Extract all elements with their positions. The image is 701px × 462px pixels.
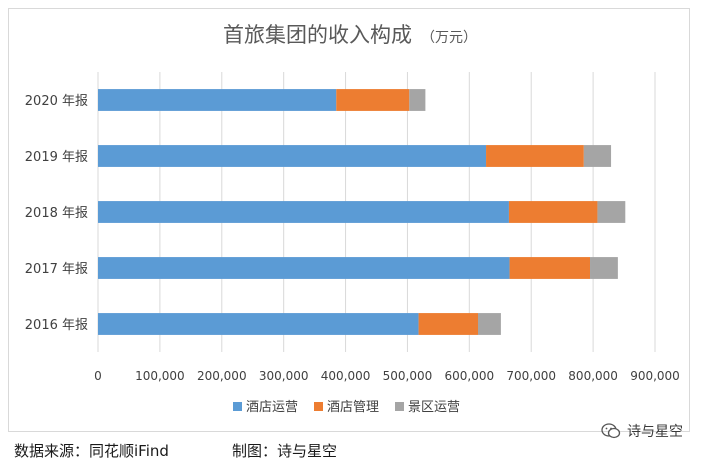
category-label: 2017 年报 — [25, 262, 88, 277]
category-label: 2020 年报 — [25, 94, 88, 109]
x-tick-label: 200,000 — [197, 369, 247, 383]
category-label: 2018 年报 — [25, 206, 88, 221]
chart-title-main: 首旅集团的收入构成 — [223, 23, 412, 47]
legend: 酒店运营 酒店管理 景区运营 — [233, 400, 460, 415]
x-tick-label: 600,000 — [445, 369, 495, 383]
x-tick-label: 0 — [94, 369, 102, 383]
legend-label: 酒店管理 — [327, 400, 379, 415]
bar-酒店运营-2016-年报 — [98, 313, 419, 335]
legend-item: 景区运营 — [395, 400, 460, 415]
x-tick-labels: 0 100,000 200,000 300,000 400,000 500,000 600,… — [94, 369, 680, 383]
legend-item: 酒店运营 — [233, 400, 298, 415]
chart-title: 首旅集团的收入构成 （万元） — [223, 23, 477, 47]
watermark: 诗与星空 — [601, 421, 683, 441]
bar-景区运营-2016-年报 — [477, 313, 501, 335]
bar-酒店管理-2019-年报 — [486, 145, 584, 167]
x-tick-label: 800,000 — [568, 369, 618, 383]
bar-景区运营-2020-年报 — [409, 89, 426, 111]
bar-酒店管理-2017-年报 — [509, 257, 591, 279]
chart-credit-note: 制图：诗与星空 — [232, 442, 338, 460]
data-source-note: 数据来源：同花顺iFind — [14, 442, 169, 460]
category-label: 2016 年报 — [25, 318, 88, 333]
bar-酒店管理-2018-年报 — [508, 201, 598, 223]
bar-酒店运营-2020-年报 — [98, 89, 337, 111]
legend-label: 酒店运营 — [246, 400, 298, 415]
x-tick-label: 900,000 — [630, 369, 680, 383]
legend-swatch — [314, 402, 323, 411]
x-tick-label: 300,000 — [259, 369, 309, 383]
bar-酒店运营-2018-年报 — [98, 201, 509, 223]
bar-酒店运营-2017-年报 — [98, 257, 510, 279]
bar-景区运营-2018-年报 — [597, 201, 626, 223]
legend-item: 酒店管理 — [314, 400, 379, 415]
bar-景区运营-2017-年报 — [590, 257, 618, 279]
x-tick-label: 100,000 — [135, 369, 185, 383]
x-tick-label: 400,000 — [321, 369, 371, 383]
watermark-text: 诗与星空 — [627, 424, 683, 440]
category-label: 2019 年报 — [25, 150, 88, 165]
legend-label: 景区运营 — [408, 400, 460, 415]
legend-swatch — [395, 402, 404, 411]
category-labels: 2020 年报 2019 年报 2018 年报 2017 年报 2016 年报 — [25, 94, 88, 333]
x-tick-label: 700,000 — [506, 369, 556, 383]
x-tick-label: 500,000 — [383, 369, 433, 383]
chart-title-unit: （万元） — [421, 30, 477, 46]
bar-酒店管理-2016-年报 — [418, 313, 478, 335]
bar-酒店管理-2020-年报 — [336, 89, 410, 111]
bars — [98, 89, 626, 335]
bar-酒店运营-2019-年报 — [98, 145, 487, 167]
wechat-icon — [601, 423, 621, 439]
bar-景区运营-2019-年报 — [583, 145, 612, 167]
legend-swatch — [233, 402, 242, 411]
